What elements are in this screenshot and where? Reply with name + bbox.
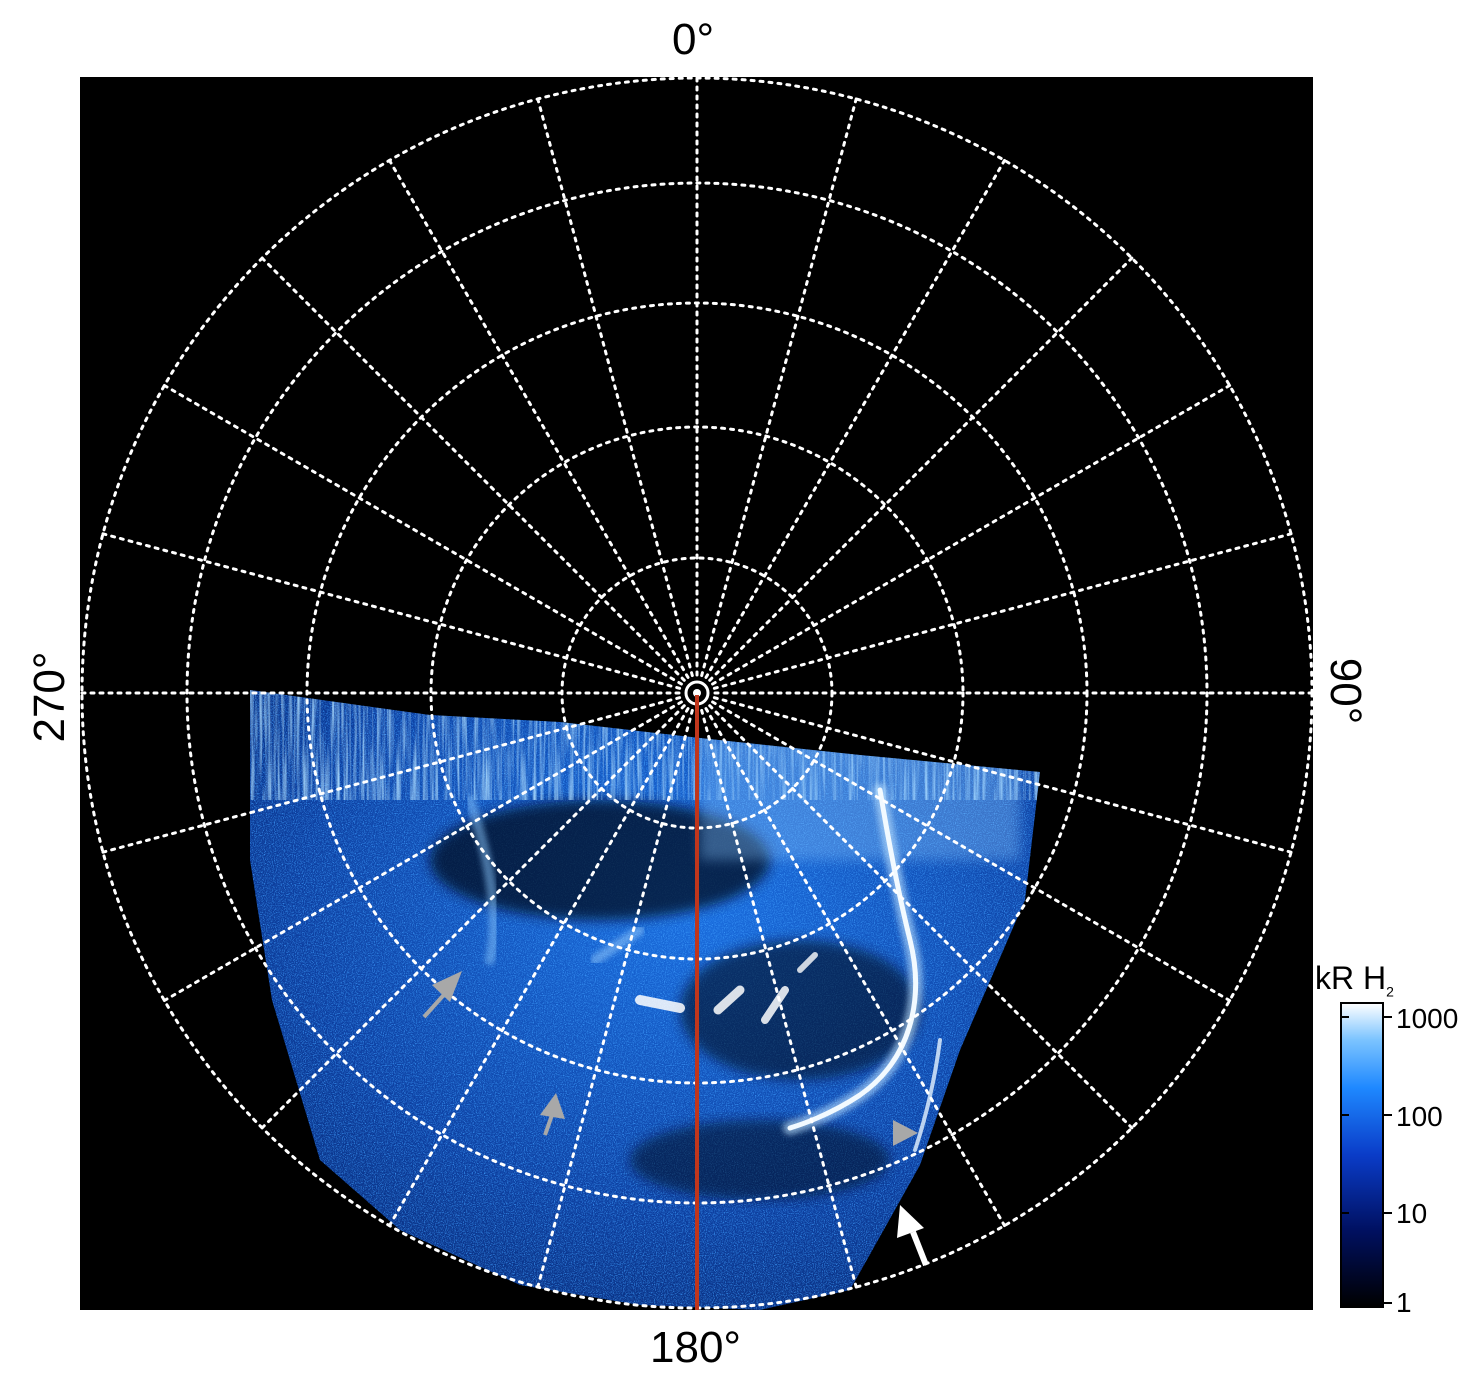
- colorbar-tick-1: 1: [1396, 1287, 1412, 1318]
- grid-spoke: [708, 704, 1134, 1130]
- grid-spoke: [711, 700, 1232, 1002]
- colorbar-title-subscript: 2: [1386, 983, 1394, 1000]
- colorbar-tick-100: 100: [1396, 1101, 1443, 1132]
- gray-arrow-1: [422, 971, 462, 1019]
- colorbar-tick-1000: 1000: [1396, 1003, 1459, 1034]
- grid-spoke: [704, 158, 1006, 679]
- grid-spoke: [712, 696, 1293, 854]
- grid-spoke: [704, 707, 1006, 1228]
- colorbar-gradient: [1340, 1002, 1384, 1308]
- grid-spoke: [101, 532, 682, 690]
- colorbar: [1340, 1002, 1392, 1308]
- grid-spoke: [388, 707, 690, 1228]
- grid-spoke: [162, 384, 683, 686]
- colorbar-tick-10: 10: [1396, 1198, 1428, 1229]
- colorbar-ticks: [1341, 1016, 1392, 1304]
- grid-spoke: [700, 97, 858, 678]
- grid-spoke: [388, 158, 690, 679]
- grid-spoke: [536, 708, 694, 1289]
- label-180deg: 180°: [650, 1323, 742, 1372]
- gray-arrow-3: [893, 1120, 918, 1146]
- colorbar-title: kR H2: [1315, 960, 1394, 1000]
- auroral-emission: [250, 690, 1040, 1310]
- gray-arrow-2: [540, 1093, 565, 1136]
- grid-spoke: [101, 696, 682, 854]
- grid-spoke: [708, 256, 1134, 682]
- grid-spoke: [260, 704, 686, 1130]
- grid-spoke: [260, 256, 686, 682]
- label-0deg: 0°: [672, 15, 715, 64]
- grid-spoke: [162, 700, 683, 1002]
- bright-spots: [590, 925, 818, 1024]
- white-arrow: [897, 1205, 929, 1267]
- grid-spoke: [712, 532, 1293, 690]
- grid-spoke: [536, 97, 694, 678]
- grid-spoke: [700, 708, 858, 1289]
- label-270deg: 270°: [25, 651, 74, 743]
- grid-spoke: [711, 384, 1232, 686]
- label-90deg: 90°: [1321, 657, 1370, 725]
